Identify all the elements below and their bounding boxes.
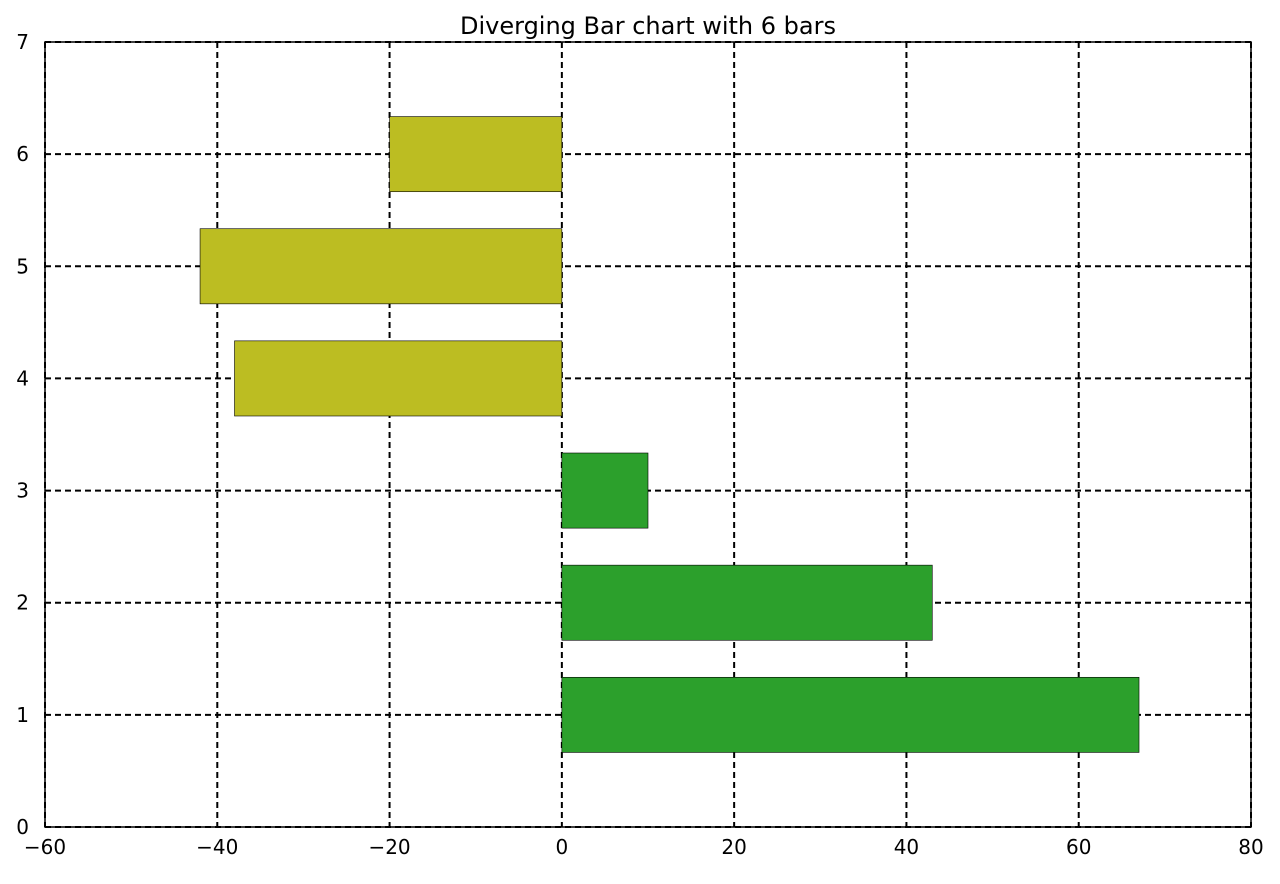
plot-frame <box>44 41 1252 828</box>
bar <box>234 340 563 417</box>
y-axis-ticks: 0 1 2 3 4 5 6 7 <box>16 30 50 839</box>
x-tick-label: 80 <box>1238 835 1263 859</box>
x-tick-label: 40 <box>894 835 919 859</box>
x-tick-label: 60 <box>1066 835 1091 859</box>
bar <box>561 676 1140 753</box>
chart-title: Diverging Bar chart with 6 bars <box>460 12 836 40</box>
x-tick-label: −60 <box>24 835 66 859</box>
x-tick-label: −40 <box>196 835 238 859</box>
x-tick-label: 0 <box>555 835 568 859</box>
y-tick-label: 1 <box>16 703 29 727</box>
y-tick-label: 7 <box>16 30 29 54</box>
y-tick-label: 2 <box>16 591 29 615</box>
y-tick-label: 3 <box>16 479 29 503</box>
bar <box>389 116 563 193</box>
bar <box>199 228 563 305</box>
bar <box>561 564 933 641</box>
y-tick-label: 0 <box>16 815 29 839</box>
y-tick-label: 4 <box>16 366 29 390</box>
bars <box>199 116 1140 753</box>
x-axis-ticks: −60 −40 −20 0 20 40 60 80 <box>24 822 1264 859</box>
x-tick-label: −20 <box>368 835 410 859</box>
y-tick-label: 5 <box>16 254 29 278</box>
x-tick-label: 20 <box>721 835 746 859</box>
y-tick-label: 6 <box>16 142 29 166</box>
bar <box>561 452 649 529</box>
grid-lines <box>44 41 1252 828</box>
